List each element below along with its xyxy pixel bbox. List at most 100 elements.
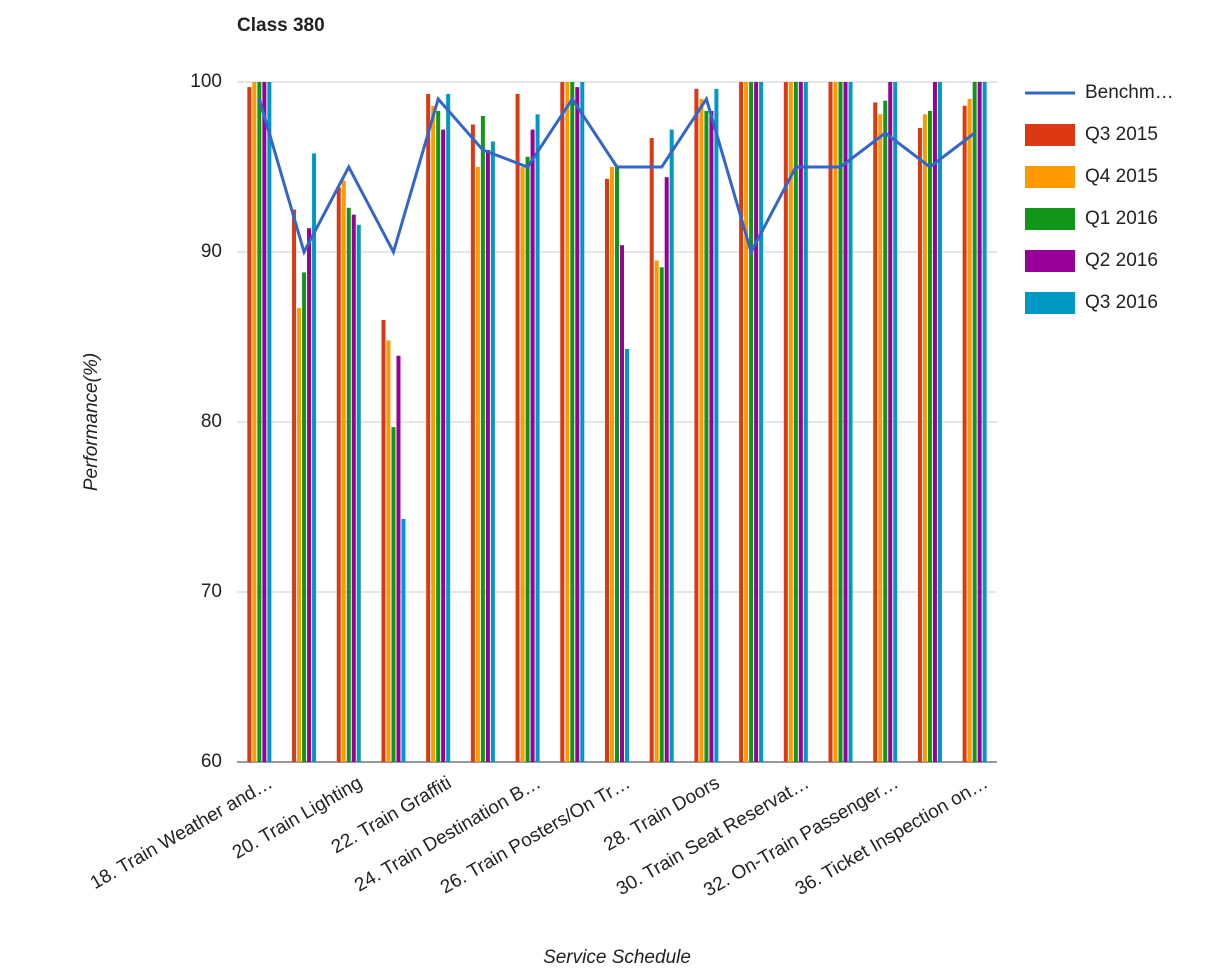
y-tick-label: 60 <box>201 751 222 772</box>
line <box>257 95 976 256</box>
bar <box>381 320 386 762</box>
legend-swatch <box>1025 208 1075 230</box>
bar <box>744 82 749 762</box>
bar <box>436 110 441 762</box>
bar <box>560 82 565 762</box>
bar <box>307 228 312 762</box>
bar <box>520 167 525 762</box>
bar <box>922 114 927 763</box>
bar <box>714 88 719 763</box>
bar <box>575 87 580 763</box>
bar <box>297 308 302 762</box>
bar <box>302 272 307 762</box>
legend-label: Q3 2016 <box>1085 292 1158 313</box>
bar <box>798 82 803 762</box>
bar <box>247 87 252 763</box>
bar <box>391 427 396 762</box>
bar <box>605 178 609 762</box>
bar <box>570 82 575 762</box>
y-axis-title: Performance(%) <box>81 353 102 491</box>
bar <box>625 348 629 762</box>
bar <box>888 82 893 762</box>
chart-title: Class 380 <box>237 15 325 36</box>
bar <box>704 110 709 762</box>
legend-swatch <box>1025 292 1075 314</box>
bar <box>803 82 808 762</box>
legend-label: Q4 2015 <box>1085 166 1158 187</box>
bar <box>351 214 356 763</box>
bar <box>615 167 619 762</box>
bar <box>386 340 391 762</box>
bar <box>346 207 351 763</box>
bar <box>292 209 297 762</box>
bar <box>336 187 341 762</box>
legend-swatch <box>1025 124 1075 146</box>
bar <box>252 82 257 762</box>
bar <box>917 127 922 762</box>
bar <box>754 82 759 762</box>
y-tick-label: 70 <box>201 581 222 602</box>
bar <box>396 355 401 762</box>
legend-swatch <box>1025 166 1075 188</box>
y-tick-label: 80 <box>201 411 222 432</box>
bar <box>982 82 987 762</box>
bar <box>312 153 317 762</box>
bar <box>932 82 937 762</box>
bar <box>262 82 267 762</box>
bar <box>490 141 495 762</box>
bar <box>431 105 436 763</box>
bar <box>485 150 490 762</box>
bar <box>694 88 699 763</box>
bar <box>937 82 942 762</box>
bar <box>610 167 614 762</box>
bar <box>878 114 883 763</box>
bar <box>883 100 888 762</box>
bar <box>709 110 714 762</box>
bar <box>759 82 764 762</box>
bar <box>267 82 272 762</box>
bar <box>669 129 674 763</box>
bar <box>341 180 346 763</box>
bar <box>525 156 530 763</box>
bar <box>893 82 898 762</box>
bar <box>962 105 967 763</box>
bar <box>470 124 475 762</box>
bar <box>927 110 932 762</box>
bar <box>967 99 972 762</box>
bar <box>749 82 754 762</box>
bar <box>838 82 843 762</box>
bar <box>565 82 570 762</box>
bar <box>649 138 654 763</box>
bar <box>426 93 431 762</box>
bar <box>699 99 704 762</box>
bar <box>654 260 659 762</box>
bar <box>843 82 848 762</box>
bar <box>401 518 406 762</box>
bar <box>664 177 669 762</box>
y-tick-label: 90 <box>201 241 222 262</box>
bar <box>739 82 744 762</box>
bar <box>475 167 480 762</box>
bar <box>535 114 540 763</box>
bar <box>788 82 793 762</box>
bar <box>446 93 451 762</box>
bar <box>828 82 833 762</box>
bar <box>356 224 361 763</box>
legend-label: Q2 2016 <box>1085 250 1158 271</box>
bar <box>793 82 798 762</box>
legend-swatch <box>1025 250 1075 272</box>
bar <box>441 129 446 763</box>
bar <box>515 93 520 762</box>
legend-label: Q3 2015 <box>1085 124 1158 145</box>
x-tick-label: 18. Train Weather and… <box>87 772 276 894</box>
bar <box>977 82 982 762</box>
bar <box>848 82 853 762</box>
legend-label: Q1 2016 <box>1085 208 1158 229</box>
bar <box>480 116 485 762</box>
bar <box>530 129 535 763</box>
bar <box>783 82 788 762</box>
bar <box>580 82 585 762</box>
y-tick-label: 100 <box>190 71 222 92</box>
bar <box>873 102 878 762</box>
